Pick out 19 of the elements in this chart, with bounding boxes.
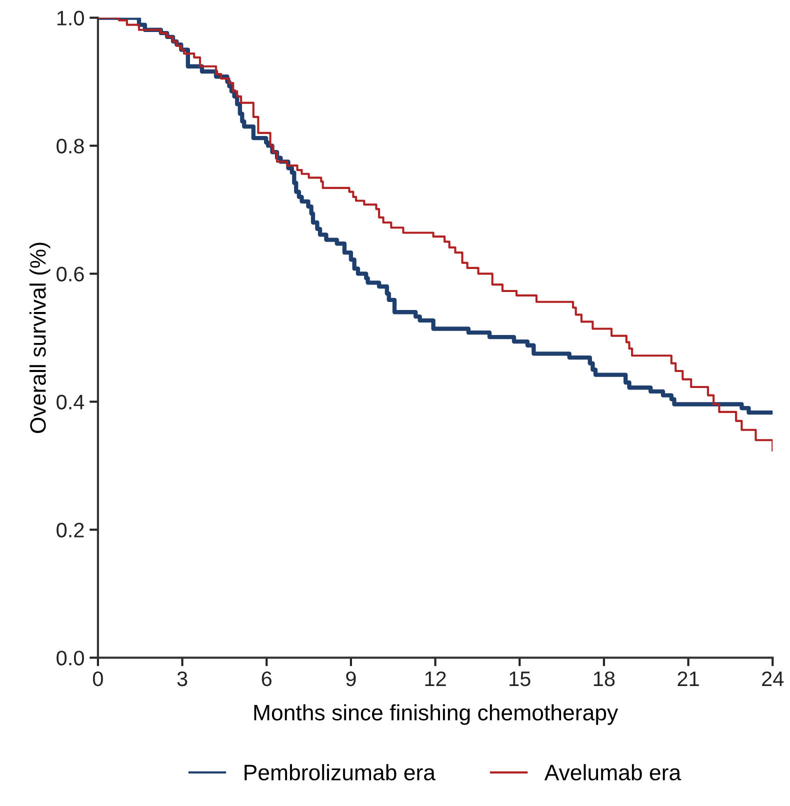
y-tick-label: 0.2 <box>56 522 84 538</box>
x-tick-label: 15 <box>510 672 530 686</box>
y-tick-label: 0.0 <box>56 650 84 666</box>
x-tick-label: 0 <box>92 671 103 686</box>
x-tick-label: 18 <box>594 671 615 686</box>
legend-label: Pembrolizumab era <box>244 764 436 780</box>
x-tick-label: 9 <box>346 671 356 686</box>
x-tick-label: 21 <box>678 671 699 686</box>
x-tick-label: 3 <box>177 671 188 686</box>
legend-label: Avelumab era <box>544 764 682 780</box>
y-tick-label: 1.0 <box>57 10 84 26</box>
x-axis-title: Months since finishing chemotherapy <box>254 704 618 725</box>
y-tick-label: 0.8 <box>56 138 84 154</box>
y-tick-label: 0.6 <box>56 266 84 282</box>
x-tick-label: 24 <box>762 671 784 686</box>
x-tick-label: 12 <box>425 671 446 686</box>
x-tick-label: 6 <box>262 671 272 686</box>
y-axis-title: Overall survival (%) <box>30 242 50 433</box>
y-tick-label: 0.4 <box>56 394 84 410</box>
